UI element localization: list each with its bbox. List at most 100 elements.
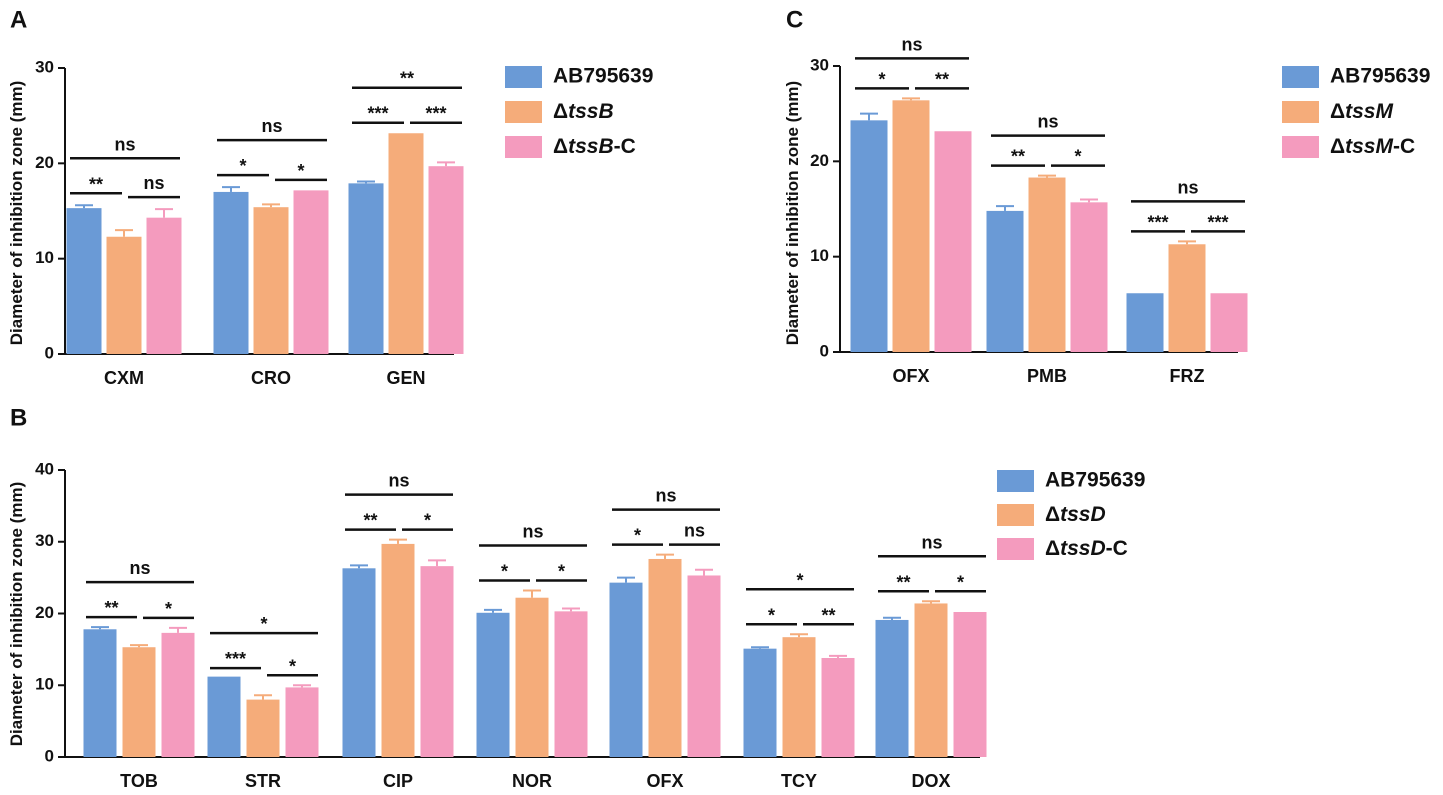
x-tick-label: OFX [646,771,683,791]
y-tick-label: 0 [820,341,829,360]
panel-label: B [10,404,27,431]
significance-label: ns [114,134,135,154]
y-axis-label: Diameter of inhibition zone (mm) [7,81,26,345]
y-tick-label: 20 [810,151,829,170]
bar [293,191,329,354]
significance-label: ** [400,69,414,89]
legend-swatch [1282,66,1319,88]
bar [934,132,972,352]
y-tick-label: 10 [35,675,54,694]
significance-label: * [239,156,246,176]
significance-label: ns [261,116,282,136]
significance-label: ns [1177,177,1198,197]
bar [850,120,888,352]
legend-swatch [997,470,1034,492]
panel-label: C [786,6,803,33]
y-axis-label: Diameter of inhibition zone (mm) [7,482,26,746]
bar [554,611,588,757]
significance-label: * [260,614,267,634]
y-tick-label: 10 [35,248,54,267]
bar [609,582,643,757]
significance-label: ** [821,605,835,625]
bar [743,648,777,757]
x-tick-label: TCY [781,771,817,791]
significance-label: ns [143,173,164,193]
bar [1126,294,1164,352]
bar [515,597,549,757]
significance-label: * [1074,147,1081,167]
x-tick-label: TOB [120,771,158,791]
legend-swatch [505,136,542,158]
panel-c: C Diameter of inhibition zone (mm) 0 10 20 30… [783,6,1430,386]
bar [285,687,319,757]
x-tick-label: PMB [1027,366,1067,386]
bar [953,613,987,757]
significance-label: ** [363,511,377,531]
bar [428,166,464,354]
y-tick-label: 40 [35,459,54,478]
significance-label: * [424,511,431,531]
y-tick-label: 10 [810,246,829,265]
significance-label: * [957,572,964,592]
x-tick-label: NOR [512,771,552,791]
bar [914,603,948,757]
bar [207,678,241,757]
x-tick-label: FRZ [1170,366,1205,386]
y-tick-label: 20 [35,603,54,622]
legend-swatch [505,66,542,88]
bar [1168,244,1206,352]
y-tick-label: 30 [810,55,829,74]
significance-label: * [297,161,304,181]
bar [420,566,454,757]
significance-label: *** [367,104,388,124]
x-tick-label: CRO [251,368,291,388]
x-tick-label: STR [245,771,281,791]
bar [146,217,182,354]
bar [381,543,415,757]
legend-swatch [1282,136,1319,158]
legend-swatch [997,538,1034,560]
x-tick-label: CIP [383,771,413,791]
legend-label: ΔtssB [553,100,614,123]
legend-label: AB795639 [553,65,653,88]
panel-b: B Diameter of inhibition zone (mm) 0 10 20 30… [7,404,1145,791]
significance-label: * [796,570,803,590]
legend-label: ΔtssM [1330,100,1393,123]
bar [986,210,1024,352]
legend: AB795639 ΔtssD ΔtssD-C [997,469,1145,560]
significance-label: ns [684,521,705,541]
bar [106,236,142,354]
bar [122,647,156,757]
bar [161,632,195,757]
significance-label: * [289,656,296,676]
significance-label: * [634,526,641,546]
significance-label: ns [921,532,942,552]
bar [821,657,855,757]
significance-label: *** [225,649,246,669]
significance-label: ns [129,558,150,578]
legend-swatch [1282,101,1319,123]
y-tick-label: 0 [45,343,54,362]
legend-swatch [997,504,1034,526]
legend: AB795639 ΔtssM ΔtssM-C [1282,65,1430,158]
y-tick-label: 20 [35,153,54,172]
significance-label: ns [655,486,676,506]
bar [342,568,376,757]
x-tick-label: GEN [386,368,425,388]
panel-a: A Diameter of inhibition zone (mm) 0 10 20 30… [7,6,653,388]
significance-label: ** [1011,147,1025,167]
y-tick-label: 30 [35,531,54,550]
bar [875,619,909,757]
significance-label: * [558,562,565,582]
bar [66,208,102,354]
significance-label: * [165,599,172,619]
significance-label: * [501,562,508,582]
significance-label: * [878,69,885,89]
x-tick-label: CXM [104,368,144,388]
y-tick-label: 0 [45,746,54,765]
significance-label: ns [901,34,922,54]
legend: AB795639 ΔtssB ΔtssB-C [505,65,653,158]
bar [1028,177,1066,352]
x-tick-label: OFX [892,366,929,386]
